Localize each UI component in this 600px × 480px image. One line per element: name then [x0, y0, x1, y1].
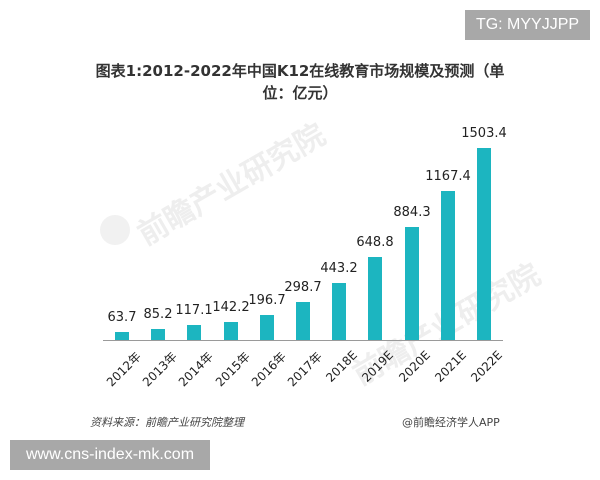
bar: [368, 257, 382, 340]
x-tick-label: 2020E: [396, 348, 433, 385]
bar-value-label: 117.1: [175, 303, 213, 318]
chart-title-line2: 位：亿元）: [262, 84, 338, 102]
x-tick-label: 2012年: [104, 349, 145, 390]
x-tick-label: 2018E: [323, 348, 360, 385]
bar: [405, 227, 419, 340]
bar: [332, 283, 346, 340]
x-tick-label: 2019E: [359, 348, 396, 385]
tg-badge: TG: MYYJJPP: [465, 10, 590, 40]
bar-value-label: 443.2: [320, 261, 358, 276]
bar: [224, 322, 238, 340]
bar-value-label: 1503.4: [461, 126, 507, 141]
bar: [260, 315, 274, 340]
bar-value-label: 1167.4: [425, 169, 471, 184]
bar: [151, 329, 165, 340]
bar: [296, 302, 310, 340]
x-tick-label: 2014年: [176, 349, 217, 390]
bar: [477, 148, 491, 340]
bar: [187, 325, 201, 340]
url-badge[interactable]: www.cns-index-mk.com: [10, 440, 210, 470]
x-axis-line: [103, 340, 503, 341]
x-tick-label: 2016年: [249, 349, 290, 390]
credit-note: @前瞻经济学人APP: [402, 416, 500, 429]
x-tick-label: 2022E: [468, 348, 505, 385]
chart-title-line1: 图表1:2012-2022年中国K12在线教育市场规模及预测（单: [95, 62, 505, 80]
x-tick-label: 2015年: [213, 349, 254, 390]
bar-value-label: 298.7: [284, 280, 322, 295]
source-note: 资料来源：前瞻产业研究院整理: [90, 416, 244, 429]
x-tick-label: 2013年: [140, 349, 181, 390]
bar: [441, 191, 455, 340]
bar-value-label: 648.8: [356, 235, 394, 250]
x-tick-label: 2021E: [432, 348, 469, 385]
bar-value-label: 884.3: [393, 205, 431, 220]
bar-value-label: 196.7: [248, 293, 286, 308]
x-tick-label: 2017年: [285, 349, 326, 390]
bar-value-label: 85.2: [143, 307, 173, 322]
watermark-logo-icon: [100, 215, 130, 245]
bar-value-label: 63.7: [107, 310, 137, 325]
chart-title: 图表1:2012-2022年中国K12在线教育市场规模及预测（单 位：亿元）: [80, 60, 520, 104]
bar: [115, 332, 129, 340]
bar-value-label: 142.2: [212, 300, 250, 315]
